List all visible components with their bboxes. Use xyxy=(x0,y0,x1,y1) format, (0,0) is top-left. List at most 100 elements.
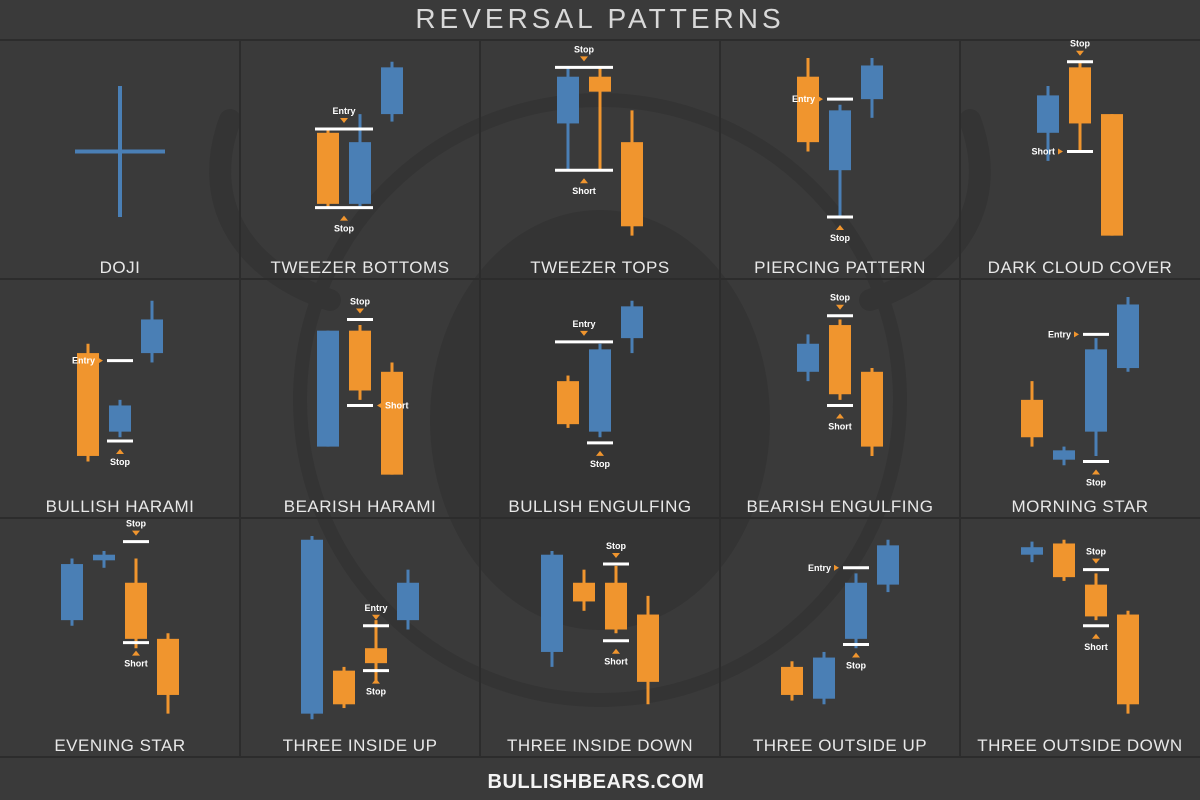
short-label: Short xyxy=(828,421,852,431)
candle-body-up xyxy=(877,545,899,585)
stop-arrow-icon xyxy=(372,678,380,684)
candle-body-up xyxy=(557,76,579,124)
pattern-title: THREE OUTSIDE DOWN xyxy=(977,736,1182,755)
stop-label: Stop xyxy=(606,541,626,551)
short-label: Short xyxy=(1032,147,1056,157)
pattern-panel-three-outside-up: Entry Stop THREE OUTSIDE UP xyxy=(753,539,927,755)
candle-body-up xyxy=(1037,95,1059,133)
pattern-title: MORNING STAR xyxy=(1012,497,1149,516)
pattern-panel-three-outside-down: Stop Short THREE OUTSIDE DOWN xyxy=(977,539,1182,755)
stop-label: Stop xyxy=(846,660,866,670)
stop-arrow-icon xyxy=(596,450,604,456)
stop-arrow-icon xyxy=(836,304,844,310)
short-arrow-icon xyxy=(377,402,382,409)
entry-arrow-icon xyxy=(1074,331,1079,338)
short-arrow-icon xyxy=(132,650,140,656)
candle-body-down xyxy=(1021,399,1043,438)
candle-body-up xyxy=(861,65,883,100)
pattern-panel-bullish-engulfing: Entry Stop BULLISH ENGULFING xyxy=(508,300,691,516)
pattern-panel-bearish-harami: Stop Short BEARISH HARAMI xyxy=(284,296,436,516)
short-label: Short xyxy=(572,186,596,196)
pattern-title: PIERCING PATTERN xyxy=(754,258,926,277)
candle-body-down xyxy=(77,353,99,456)
candle-body-up xyxy=(1053,450,1075,460)
candle-body-up xyxy=(829,110,851,171)
entry-arrow-icon xyxy=(340,118,348,124)
pattern-panel-doji: DOJI xyxy=(75,86,165,277)
stop-label: Stop xyxy=(830,233,850,243)
stop-label: Stop xyxy=(590,459,610,469)
short-arrow-icon xyxy=(1092,633,1100,639)
stop-arrow-icon xyxy=(1076,50,1084,56)
stop-label: Stop xyxy=(830,293,850,303)
pattern-panel-bearish-engulfing: Stop Short BEARISH ENGULFING xyxy=(746,293,933,516)
candle-body-down xyxy=(589,76,611,92)
entry-label: Entry xyxy=(792,94,815,104)
candle-body-down xyxy=(381,371,403,475)
candle-body-down xyxy=(349,330,371,391)
stop-arrow-icon xyxy=(836,224,844,230)
stop-arrow-icon xyxy=(1092,469,1100,475)
pattern-title: THREE INSIDE UP xyxy=(283,736,438,755)
stop-label: Stop xyxy=(1070,39,1090,49)
candle-body-down xyxy=(573,582,595,602)
pattern-panel-morning-star: Entry Stop MORNING STAR xyxy=(1012,297,1149,516)
pattern-panel-dark-cloud-cover: Stop Short DARK CLOUD COVER xyxy=(988,39,1172,277)
candle-body-up xyxy=(1021,547,1043,555)
candle-body-down xyxy=(1085,584,1107,617)
entry-label: Entry xyxy=(364,603,387,613)
stop-arrow-icon xyxy=(340,215,348,221)
stop-arrow-icon xyxy=(116,448,124,454)
candle-body-up xyxy=(61,564,83,621)
pattern-title: EVENING STAR xyxy=(54,736,185,755)
short-label: Short xyxy=(124,659,148,669)
pattern-title: DOJI xyxy=(100,258,141,277)
stop-label: Stop xyxy=(126,519,146,529)
candle-body-down xyxy=(605,582,627,630)
candle-body-down xyxy=(1053,543,1075,578)
candle-body-up xyxy=(589,349,611,432)
candle-body-down xyxy=(621,142,643,227)
page-title: REVERSAL PATTERNS xyxy=(415,3,784,34)
short-arrow-icon xyxy=(1058,148,1063,155)
candle-body-down xyxy=(829,325,851,395)
candle-body-down xyxy=(125,582,147,639)
entry-label: Entry xyxy=(1048,329,1071,339)
pattern-title: TWEEZER TOPS xyxy=(530,258,670,277)
candle-body-down xyxy=(157,638,179,695)
short-label: Short xyxy=(1084,642,1108,652)
candle-body-up xyxy=(317,330,339,447)
stop-label: Stop xyxy=(1086,547,1106,557)
entry-arrow-icon xyxy=(834,564,839,571)
entry-label: Entry xyxy=(572,319,595,329)
stop-label: Stop xyxy=(366,687,386,697)
site-footer: BULLISHBEARS.COM xyxy=(488,771,705,793)
pattern-panel-piercing-pattern: Entry Stop PIERCING PATTERN xyxy=(754,58,926,277)
pattern-title: THREE INSIDE DOWN xyxy=(507,736,693,755)
candle-body-down xyxy=(365,648,387,664)
candle-body-up xyxy=(349,142,371,204)
candle-body-up xyxy=(1117,304,1139,369)
candle-body-up xyxy=(845,582,867,639)
stop-label: Stop xyxy=(350,296,370,306)
entry-label: Entry xyxy=(808,563,831,573)
short-label: Short xyxy=(604,657,628,667)
pattern-title: BEARISH HARAMI xyxy=(284,497,436,516)
stop-arrow-icon xyxy=(132,530,140,536)
entry-label: Entry xyxy=(72,356,95,366)
candle-body-down xyxy=(637,614,659,682)
stop-label: Stop xyxy=(574,44,594,54)
pattern-title: BULLISH HARAMI xyxy=(46,497,195,516)
candle-body-up xyxy=(141,319,163,354)
candle-body-up xyxy=(381,67,403,115)
pattern-panel-bullish-harami: Entry Stop BULLISH HARAMI xyxy=(46,300,195,516)
candle-body-down xyxy=(1069,67,1091,124)
candle-body-down xyxy=(333,670,355,705)
entry-arrow-icon xyxy=(372,614,380,620)
pattern-panel-tweezer-tops: Stop Short TWEEZER TOPS xyxy=(530,44,670,277)
candle-body-up xyxy=(301,539,323,714)
stop-arrow-icon xyxy=(612,553,620,559)
short-arrow-icon xyxy=(612,648,620,654)
candle-body-up xyxy=(541,554,563,652)
